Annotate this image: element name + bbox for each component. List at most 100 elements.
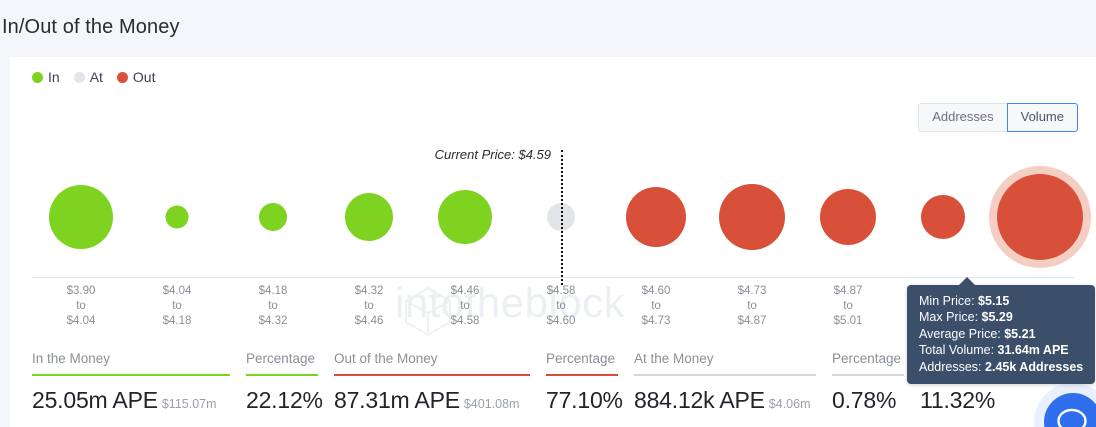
stat-rule xyxy=(32,374,230,376)
stat-label: Percentage xyxy=(246,351,316,366)
watermark-logo-icon xyxy=(405,286,451,337)
stat-label: Percentage xyxy=(832,351,902,366)
bubble-in-0[interactable] xyxy=(49,185,113,249)
tick-separator: to xyxy=(364,300,374,312)
legend-dot-at-icon xyxy=(73,71,85,83)
legend-item-out[interactable]: Out xyxy=(116,69,156,85)
bubble-out-8[interactable] xyxy=(820,189,876,245)
x-axis-tick-7: $4.73 to $4.87 xyxy=(704,284,800,329)
stat-value: 0.78% xyxy=(832,387,897,413)
tooltip-row-total-volume: Total Volume: 31.64m APE xyxy=(919,342,1083,358)
stat-value: 77.10% xyxy=(546,387,623,413)
chart-card: In At Out Addresses Volume xyxy=(10,57,1096,427)
tick-to: $4.60 xyxy=(546,315,576,327)
tick-separator: to xyxy=(747,300,757,312)
stat-at-the-money-4: At the Money 884.12k APE $4.06m xyxy=(634,351,832,414)
tick-from: $4.46 xyxy=(450,285,480,297)
legend-label-in: In xyxy=(48,69,60,85)
stat-rule xyxy=(634,374,816,376)
stat-label: At the Money xyxy=(634,351,714,366)
tooltip-arrow-icon xyxy=(958,277,976,286)
bubble-out-7[interactable] xyxy=(719,184,785,250)
tooltip-key-average-price: Average Price: xyxy=(919,326,1005,341)
stat-rule xyxy=(832,374,904,376)
watermark-text: intotheblock xyxy=(395,279,626,326)
tick-separator: to xyxy=(843,300,853,312)
tick-to: $4.18 xyxy=(162,315,192,327)
tooltip-row-addresses: Addresses: 2.45k Addresses xyxy=(919,359,1083,375)
chat-bubble-icon xyxy=(1057,408,1087,427)
tick-from: $4.58 xyxy=(546,285,576,297)
bubble-out-6[interactable] xyxy=(626,187,686,247)
tick-from: $4.18 xyxy=(258,285,288,297)
legend-item-at[interactable]: At xyxy=(73,69,103,85)
stat-value: 11.32% xyxy=(920,387,996,413)
x-axis-tick-6: $4.60 to $4.73 xyxy=(608,284,704,329)
tick-to: $4.04 xyxy=(66,315,96,327)
legend-item-in[interactable]: In xyxy=(32,69,60,85)
stat-label: Percentage xyxy=(546,351,616,366)
x-axis-tick-5: $4.58 to $4.60 xyxy=(513,284,609,329)
tick-from: $3.90 xyxy=(66,285,96,297)
tooltip-value-average-price: $5.21 xyxy=(1004,326,1036,341)
tick-separator: to xyxy=(76,300,86,312)
x-axis-tick-0: $3.90 to $4.04 xyxy=(33,284,129,329)
tick-separator: to xyxy=(268,300,278,312)
x-axis-tick-1: $4.04 to $4.18 xyxy=(129,284,225,329)
tick-separator: to xyxy=(556,300,566,312)
stat-value: 884.12k APE $4.06m xyxy=(634,387,811,413)
tick-separator: to xyxy=(460,300,470,312)
bubble-in-1[interactable] xyxy=(165,205,189,229)
chat-widget-button[interactable] xyxy=(1044,393,1096,427)
bubble-plot: intotheblock Current Price: $4.59 $3.90 t… xyxy=(10,57,1096,427)
x-axis-tick-8: $4.87 to $5.01 xyxy=(800,284,896,329)
toggle-volume-button[interactable]: Volume xyxy=(1006,103,1078,133)
stat-percentage-1: Percentage 22.12% xyxy=(246,351,334,414)
x-axis-tick-4: $4.46 to $4.58 xyxy=(417,284,513,329)
tooltip-key-max-price: Max Price: xyxy=(919,310,982,325)
current-price-line xyxy=(561,150,563,285)
stat-percentage-3: Percentage 77.10% xyxy=(546,351,634,414)
tick-from: $4.32 xyxy=(354,285,384,297)
tick-to: $4.87 xyxy=(737,315,767,327)
tick-from: $4.87 xyxy=(833,285,863,297)
tooltip-value-max-price: $5.29 xyxy=(981,310,1013,325)
tick-to: $4.46 xyxy=(354,315,384,327)
stat-value: 87.31m APE $401.08m xyxy=(334,387,520,413)
bubble-tooltip: Min Price: $5.15 Max Price: $5.29 Averag… xyxy=(907,285,1096,385)
legend-dot-out-icon xyxy=(116,71,128,83)
bubble-out-10[interactable] xyxy=(997,174,1083,260)
tick-from: $4.04 xyxy=(162,285,192,297)
tick-to: $5.01 xyxy=(833,315,863,327)
stat-sub-value: $115.07m xyxy=(161,397,217,411)
tooltip-row-max-price: Max Price: $5.29 xyxy=(919,309,1083,325)
bubble-in-3[interactable] xyxy=(345,193,393,241)
summary-stats: In the Money 25.05m APE $115.07m Percentage… xyxy=(10,351,1096,414)
tick-from: $4.73 xyxy=(737,285,767,297)
bubble-in-2[interactable] xyxy=(259,203,287,231)
tooltip-value-addresses: 2.45k Addresses xyxy=(985,359,1084,374)
x-axis-line xyxy=(32,277,1074,278)
legend-label-at: At xyxy=(89,69,103,85)
stat-label: In the Money xyxy=(32,351,111,366)
tick-to: $4.32 xyxy=(258,315,288,327)
stat-value: 22.12% xyxy=(246,387,323,413)
tick-separator: to xyxy=(651,300,661,312)
tooltip-row-min-price: Min Price: $5.15 xyxy=(919,293,1083,309)
stat-value: 25.05m APE $115.07m xyxy=(32,387,217,413)
tooltip-value-min-price: $5.15 xyxy=(978,294,1010,308)
x-axis-tick-2: $4.18 to $4.32 xyxy=(225,284,321,329)
metric-toggle-group: Addresses Volume xyxy=(918,103,1078,133)
stat-label: Out of the Money xyxy=(334,351,438,366)
stat-sub-value: $401.08m xyxy=(463,397,520,411)
tooltip-value-total-volume: 31.64m APE xyxy=(997,343,1069,358)
toggle-addresses-button[interactable]: Addresses xyxy=(918,103,1007,133)
bubble-in-4[interactable] xyxy=(438,190,492,244)
chart-legend: In At Out xyxy=(32,69,163,85)
tooltip-key-min-price: Min Price: xyxy=(919,294,979,308)
stat-out-of-the-money-2: Out of the Money 87.31m APE $401.08m xyxy=(334,351,546,414)
tick-from: $4.60 xyxy=(641,285,671,297)
bubble-out-9[interactable] xyxy=(921,195,965,239)
tick-to: $4.58 xyxy=(450,315,480,327)
